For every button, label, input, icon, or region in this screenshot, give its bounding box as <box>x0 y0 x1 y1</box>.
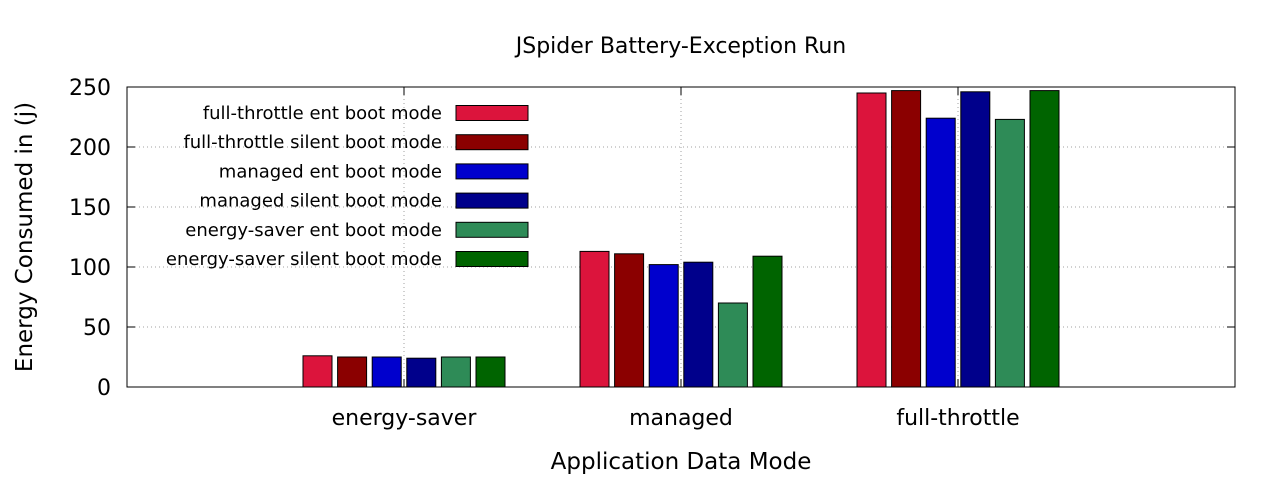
bar <box>406 357 437 388</box>
y-tick-label: 50 <box>83 316 111 341</box>
ticks-layer: 0 50 100 150 200 250 energy-saver managed full-t… <box>69 76 1235 431</box>
bar <box>337 356 368 388</box>
bar <box>371 356 402 388</box>
bar <box>891 90 922 388</box>
bar <box>856 92 887 388</box>
plot-frame <box>126 86 1236 388</box>
legend-swatch <box>455 134 529 151</box>
legend-swatch <box>455 192 529 209</box>
x-tick-label: energy-saver <box>332 406 478 431</box>
y-axis-label: Energy Consumed in (j) <box>12 102 38 372</box>
bar <box>614 253 645 388</box>
legend: full-throttle ent boot mode full-throttle… <box>166 103 529 270</box>
y-tick-label: 250 <box>69 76 111 101</box>
y-tick-label: 150 <box>69 196 111 221</box>
chart-title: JSpider Battery-Exception Run <box>514 34 847 59</box>
bar <box>302 355 333 388</box>
legend-swatch <box>455 105 529 121</box>
bar <box>648 264 679 388</box>
legend-label: full-throttle silent boot mode <box>183 132 442 153</box>
y-tick-label: 0 <box>97 376 111 401</box>
legend-swatch <box>455 251 529 267</box>
bar <box>579 250 610 388</box>
legend-label: energy-saver ent boot mode <box>185 220 442 241</box>
legend-label: energy-saver silent boot mode <box>166 249 442 270</box>
bar <box>1029 90 1060 388</box>
legend-label: managed silent boot mode <box>199 191 442 212</box>
x-tick-label: full-throttle <box>896 406 1019 431</box>
x-tick-label: managed <box>629 406 733 431</box>
bar <box>683 261 714 388</box>
grid-layer <box>127 87 1235 387</box>
legend-swatch <box>455 221 529 238</box>
bar <box>752 255 783 388</box>
y-tick-label: 200 <box>69 136 111 161</box>
legend-swatch <box>455 163 529 180</box>
bar <box>475 356 506 388</box>
bar <box>925 117 956 388</box>
bar <box>994 118 1025 388</box>
bar <box>440 356 471 388</box>
x-axis-label: Application Data Mode <box>551 449 812 475</box>
bar <box>717 302 748 388</box>
y-tick-label: 100 <box>69 256 111 281</box>
legend-label: full-throttle ent boot mode <box>203 103 442 124</box>
legend-label: managed ent boot mode <box>219 161 442 182</box>
bar <box>960 91 991 388</box>
